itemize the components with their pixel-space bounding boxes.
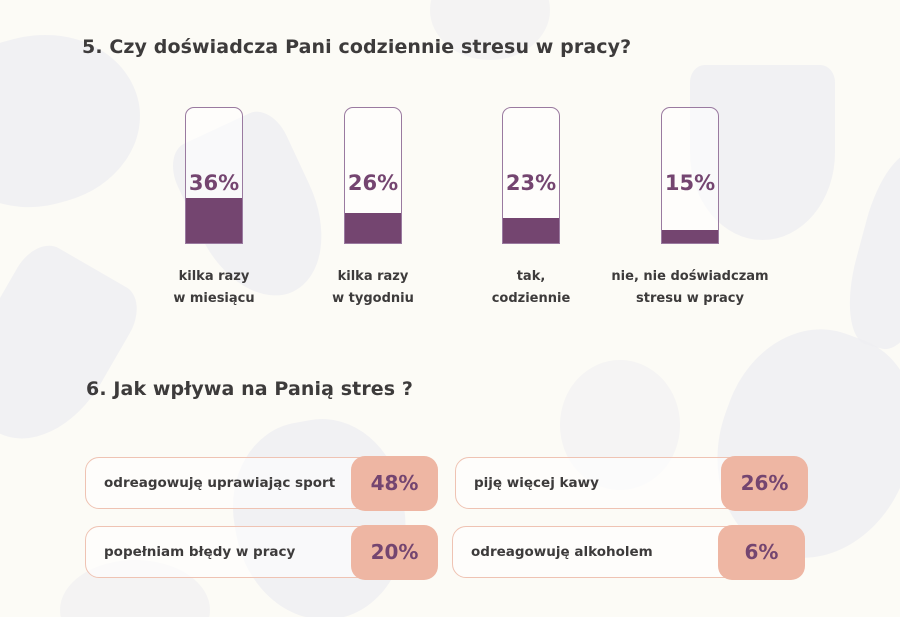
answer-percentage: 48% [351, 456, 438, 511]
bar-fill [662, 229, 718, 243]
answer-percentage: 20% [351, 525, 438, 580]
answer-card: odreagowuję uprawiając sport 48% [85, 456, 438, 511]
label-line: w tygodniu [332, 291, 414, 306]
bar-category-label: tak, codziennie [451, 266, 611, 310]
label-line: stresu w pracy [636, 291, 744, 306]
label-line: codziennie [491, 291, 571, 306]
answer-label: piję więcej kawy [474, 475, 599, 491]
bar-container: 36% [185, 107, 243, 244]
bar-category-label: kilka razy w tygodniu [293, 266, 453, 310]
bar-container: 23% [502, 107, 560, 244]
bar-category-label: nie, nie doświadczam stresu w pracy [610, 266, 770, 310]
question-6-title: 6. Jak wpływa na Panią stres ? [86, 378, 414, 400]
answer-card: popełniam błędy w pracy 20% [85, 525, 438, 580]
question-5-title: 5. Czy doświadcza Pani codziennie stresu… [82, 36, 632, 58]
bar-percentage: 36% [188, 171, 240, 195]
answer-label: odreagowuję alkoholem [471, 544, 653, 560]
bar-category-label: kilka razy w miesiącu [134, 266, 294, 310]
answer-label: popełniam błędy w pracy [104, 544, 296, 560]
label-line: kilka razy [178, 269, 250, 284]
bar-container: 26% [344, 107, 402, 244]
answer-label: odreagowuję uprawiając sport [104, 475, 336, 491]
bar-percentage: 15% [664, 171, 716, 195]
bar-container: 15% [661, 107, 719, 244]
answer-card: odreagowuję alkoholem 6% [452, 525, 805, 580]
bar-percentage: 26% [347, 171, 399, 195]
answer-percentage: 6% [718, 525, 805, 580]
theater-mask-decoration [218, 406, 422, 617]
bar-fill [503, 217, 559, 243]
bar-fill [345, 213, 401, 243]
label-line: kilka razy [337, 269, 409, 284]
label-line: nie, nie doświadczam [611, 269, 769, 284]
bar-fill [186, 198, 242, 243]
answer-percentage: 26% [721, 456, 808, 511]
label-line: w miesiącu [173, 291, 255, 306]
bar-percentage: 23% [505, 171, 557, 195]
label-line: tak, [516, 269, 546, 284]
theater-mask-decoration [835, 143, 900, 357]
answer-card: piję więcej kawy 26% [455, 456, 808, 511]
theater-mask-decoration [0, 235, 149, 465]
